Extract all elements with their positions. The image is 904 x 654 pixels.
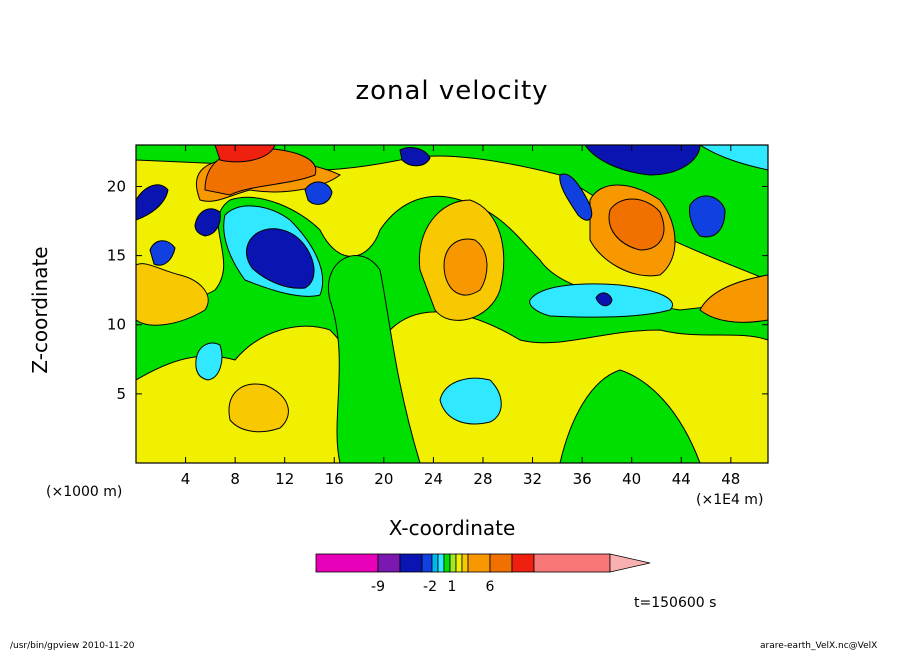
colorbar-swatch [489,553,513,573]
field-orange-far-right [699,274,768,323]
x-tick-label: 36 [573,470,592,488]
plot-frame [135,144,769,464]
footer-file: arare-earth_VelX.nc@VelX [760,641,878,651]
field-cyan-left [195,342,223,381]
x-tick-label: 4 [181,470,191,488]
colorbar-swatch [449,553,457,573]
colorbar-swatch [437,553,445,573]
x-tick-label: 16 [325,470,344,488]
field-green-right [559,369,701,463]
y-tick-label: 20 [107,177,126,195]
x-tick-label: 8 [230,470,240,488]
x-tick-label: 44 [672,470,691,488]
footer-command: /usr/bin/gpview 2010-11-20 [10,641,135,651]
field-blue-left-1 [194,208,221,237]
colorbar-swatch [377,553,401,573]
colorbar-swatch [461,553,469,573]
field-blue-left-2 [149,240,176,266]
colorbar-label: 6 [486,579,495,595]
field-blue-small-center [304,181,333,205]
x-tick-label: 20 [374,470,393,488]
field-blue-streak [559,173,593,221]
field-orange-bottom [228,383,289,433]
field-darkred-top [214,145,276,163]
colorbar-swatch [443,553,451,573]
colorbar-label: -9 [371,579,385,595]
field-blue-right [689,195,726,238]
y-tick-label: 15 [107,247,126,265]
colorbar-label: -2 [423,579,437,595]
x-tick-label: 24 [424,470,443,488]
x-scale-label: (×1000 m) [46,484,123,500]
y-tick-label: 5 [116,385,126,403]
time-label: t=150600 s [634,595,717,611]
colorbar-swatch [421,553,433,573]
field-yellow-upper [136,155,768,321]
field-blue-bottom-right [595,292,613,307]
x-tick-label: 28 [473,470,492,488]
x-tick-label: 32 [523,470,542,488]
colorbar-arrow [609,553,651,573]
y-tick-label: 10 [107,316,126,334]
field-cyan-bottom [439,377,502,425]
field-orange-center-core [443,238,488,296]
velocity-field [136,145,768,463]
colorbar-swatch [533,553,611,573]
field-red-right [608,198,665,251]
field-blue-mid-left [246,228,315,289]
field-blue-edge [136,184,169,221]
chart-title: zonal velocity [355,76,549,106]
field-orange-left [136,263,209,326]
field-green-column [328,255,421,463]
x-unit-label: (×1E4 m) [696,492,764,508]
x-tick-label: 12 [275,470,294,488]
colorbar-swatch [511,553,535,573]
x-tick-label: 40 [622,470,641,488]
colorbar-swatch [431,553,439,573]
colorbar-swatch [455,553,463,573]
colorbar-swatch [315,553,379,573]
x-tick-label: 48 [721,470,740,488]
colorbar-swatch [467,553,491,573]
field-blue-small-top [399,147,431,167]
y-axis-label: Z-coordinate [28,246,52,374]
y-axis: 5 10 15 20 [107,177,768,403]
x-axis-label: X-coordinate [388,516,516,540]
colorbar: -9 -2 1 6 [315,553,651,595]
colorbar-swatch [399,553,423,573]
field-blue-top-right [584,145,701,176]
x-axis: 4 8 12 16 20 24 28 32 36 40 44 48 [181,145,740,488]
colorbar-label: 1 [448,579,457,595]
